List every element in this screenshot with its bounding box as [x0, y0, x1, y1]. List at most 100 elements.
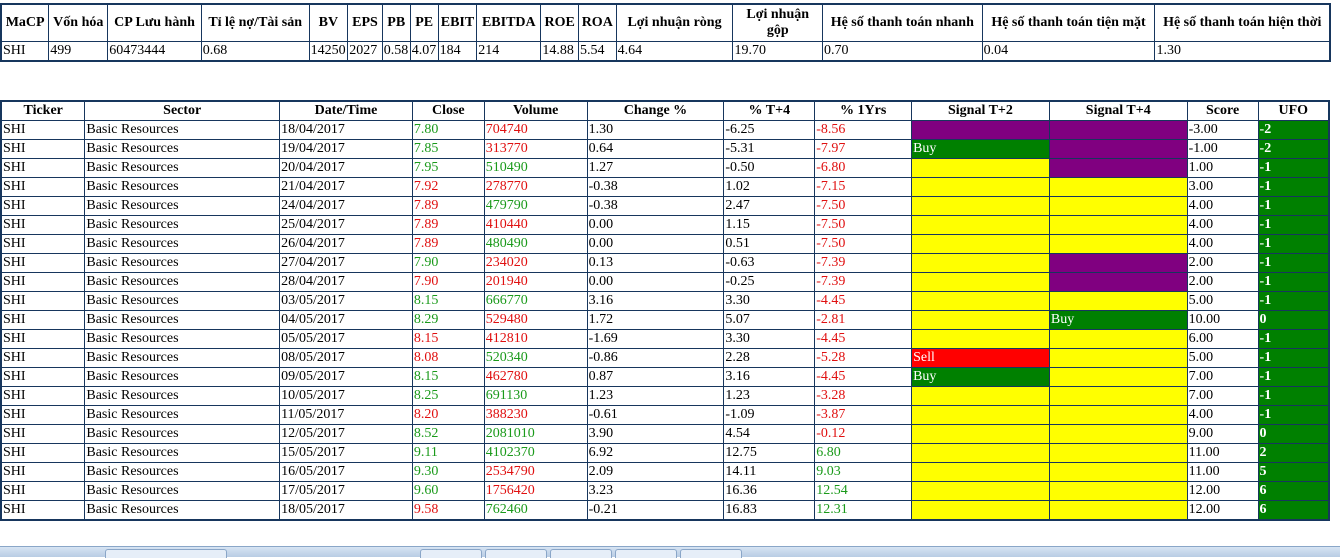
- signal-t2-cell: [911, 462, 1050, 482]
- change-pct-cell: 0.13: [586, 253, 725, 273]
- score-cell: 3.00: [1186, 177, 1259, 197]
- one-year-pct-cell: -2.81: [814, 310, 913, 330]
- table-row: SHI Basic Resources 25/04/2017 7.89 410440 0.…: [0, 215, 1330, 235]
- fundamentals-cell: 60473444: [107, 41, 202, 62]
- signal-t2-cell: [911, 215, 1050, 235]
- score-cell: 2.00: [1186, 272, 1259, 292]
- t4-pct-cell: 16.83: [723, 500, 816, 521]
- change-pct-cell: -0.86: [586, 348, 725, 368]
- signal-t2-cell: [911, 234, 1050, 254]
- change-pct-cell: 0.00: [586, 234, 725, 254]
- table-row: SHI Basic Resources 15/05/2017 9.11 4102370 6…: [0, 443, 1330, 463]
- ufo-cell: -1: [1257, 329, 1330, 349]
- date-cell: 16/05/2017: [279, 462, 413, 482]
- ticker-cell: SHI: [0, 291, 86, 311]
- ufo-cell: -1: [1257, 348, 1330, 368]
- signal-t4-cell: [1048, 405, 1188, 425]
- taskbar-button[interactable]: [550, 549, 612, 558]
- signal-t2-cell: [911, 386, 1050, 406]
- close-cell: 8.15: [411, 329, 485, 349]
- taskbar-button[interactable]: [680, 549, 742, 558]
- volume-cell: 278770: [483, 177, 588, 197]
- score-cell: 5.00: [1186, 348, 1259, 368]
- fundamentals-cell: 0.58: [381, 41, 411, 62]
- change-pct-cell: -0.38: [586, 196, 725, 216]
- ufo-cell: 6: [1257, 481, 1330, 501]
- score-cell: 12.00: [1186, 500, 1259, 521]
- date-cell: 18/05/2017: [279, 500, 413, 521]
- close-cell: 8.52: [411, 424, 485, 444]
- t4-pct-cell: 3.16: [723, 367, 816, 387]
- table-row: SHI Basic Resources 26/04/2017 7.89 480490 0.…: [0, 234, 1330, 254]
- t4-pct-cell: -0.63: [723, 253, 816, 273]
- signal-t4-cell: [1048, 329, 1188, 349]
- close-cell: 8.29: [411, 310, 485, 330]
- table-row: SHI Basic Resources 09/05/2017 8.15 462780 0.…: [0, 367, 1330, 387]
- sector-cell: Basic Resources: [84, 481, 281, 501]
- taskbar-button[interactable]: [485, 549, 547, 558]
- table-row: SHI Basic Resources 18/04/2017 7.80 704740 1.…: [0, 120, 1330, 140]
- change-pct-cell: 1.27: [586, 158, 725, 178]
- score-cell: -3.00: [1186, 120, 1259, 140]
- fundamentals-header-cell: EBIT: [437, 3, 478, 42]
- signal-table-header-cell: Signal T+2: [911, 100, 1050, 121]
- taskbar-button[interactable]: [105, 549, 227, 558]
- one-year-pct-cell: -7.15: [814, 177, 913, 197]
- one-year-pct-cell: -7.39: [814, 272, 913, 292]
- signal-table-header-cell: Date/Time: [279, 100, 413, 121]
- t4-pct-cell: 12.75: [723, 443, 816, 463]
- ufo-cell: 0: [1257, 424, 1330, 444]
- fundamentals-cell: 0.70: [821, 41, 983, 62]
- volume-cell: 234020: [483, 253, 588, 273]
- sector-cell: Basic Resources: [84, 177, 281, 197]
- ufo-cell: -2: [1257, 120, 1330, 140]
- volume-cell: 480490: [483, 234, 588, 254]
- change-pct-cell: 0.64: [586, 139, 725, 159]
- fundamentals-header-cell: EBITDA: [476, 3, 542, 42]
- ufo-cell: -1: [1257, 405, 1330, 425]
- close-cell: 8.25: [411, 386, 485, 406]
- volume-cell: 462780: [483, 367, 588, 387]
- signal-t4-cell: [1048, 158, 1188, 178]
- fundamentals-header-cell: Vốn hóa: [48, 3, 109, 42]
- signal-t2-cell: [911, 310, 1050, 330]
- volume-cell: 520340: [483, 348, 588, 368]
- sector-cell: Basic Resources: [84, 386, 281, 406]
- taskbar-button[interactable]: [420, 549, 482, 558]
- price-signal-table: Ticker Sector Date/Time Close Volume Change %…: [0, 100, 1330, 521]
- date-cell: 15/05/2017: [279, 443, 413, 463]
- t4-pct-cell: 1.23: [723, 386, 816, 406]
- score-cell: 12.00: [1186, 481, 1259, 501]
- taskbar-button[interactable]: [615, 549, 677, 558]
- score-cell: 6.00: [1186, 329, 1259, 349]
- one-year-pct-cell: -7.50: [814, 234, 913, 254]
- one-year-pct-cell: -6.80: [814, 158, 913, 178]
- fundamentals-header-cell: ROA: [577, 3, 617, 42]
- signal-t4-cell: [1048, 481, 1188, 501]
- fundamentals-header-cell: EPS: [347, 3, 383, 42]
- close-cell: 8.15: [411, 367, 485, 387]
- score-cell: 4.00: [1186, 215, 1259, 235]
- sector-cell: Basic Resources: [84, 196, 281, 216]
- signal-t2-cell: [911, 158, 1050, 178]
- signal-t2-cell: [911, 291, 1050, 311]
- signal-t4-cell: [1048, 234, 1188, 254]
- date-cell: 09/05/2017: [279, 367, 413, 387]
- ufo-cell: -1: [1257, 367, 1330, 387]
- ticker-cell: SHI: [0, 310, 86, 330]
- t4-pct-cell: 0.51: [723, 234, 816, 254]
- table-row: SHI Basic Resources 19/04/2017 7.85 313770 0.…: [0, 139, 1330, 159]
- ticker-cell: SHI: [0, 158, 86, 178]
- one-year-pct-cell: 9.03: [814, 462, 913, 482]
- sector-cell: Basic Resources: [84, 329, 281, 349]
- close-cell: 7.90: [411, 272, 485, 292]
- signal-t4-cell: [1048, 272, 1188, 292]
- date-cell: 28/04/2017: [279, 272, 413, 292]
- fundamentals-header-cell: Lợi nhuận gộp: [732, 3, 823, 42]
- table-row: SHI Basic Resources 16/05/2017 9.30 2534790 2…: [0, 462, 1330, 482]
- t4-pct-cell: -0.50: [723, 158, 816, 178]
- table-row: SHI Basic Resources 18/05/2017 9.58 762460 -0…: [0, 500, 1330, 521]
- change-pct-cell: 3.16: [586, 291, 725, 311]
- sector-cell: Basic Resources: [84, 405, 281, 425]
- date-cell: 18/04/2017: [279, 120, 413, 140]
